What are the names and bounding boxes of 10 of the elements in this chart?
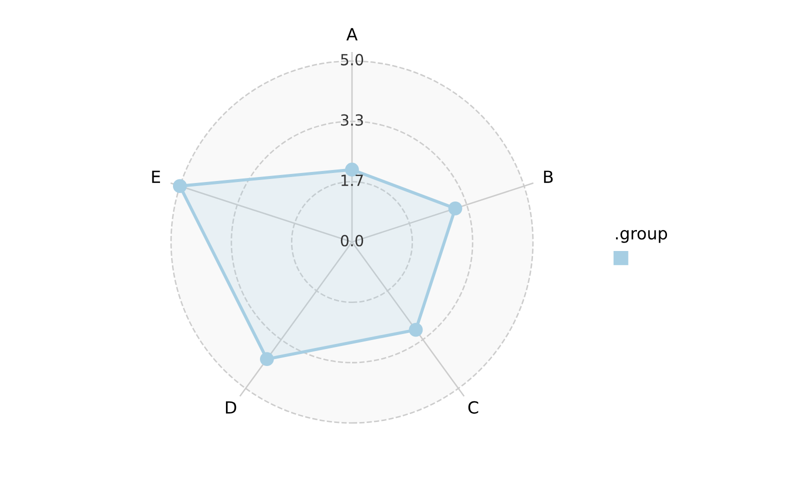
spoke-label: D [226, 401, 236, 414]
spoke-label: C [468, 401, 478, 414]
legend-title: .group [616, 230, 668, 243]
spoke-label: E [152, 170, 160, 183]
y-tick-label: 3.3 [341, 114, 363, 126]
spoke-label: B [544, 170, 553, 183]
spoke-label: A [346, 28, 358, 40]
y-tick-label: 5.0 [341, 54, 364, 66]
y-tick-label: 0.0 [340, 234, 364, 246]
y-tick-label: 1.7 [342, 174, 363, 186]
